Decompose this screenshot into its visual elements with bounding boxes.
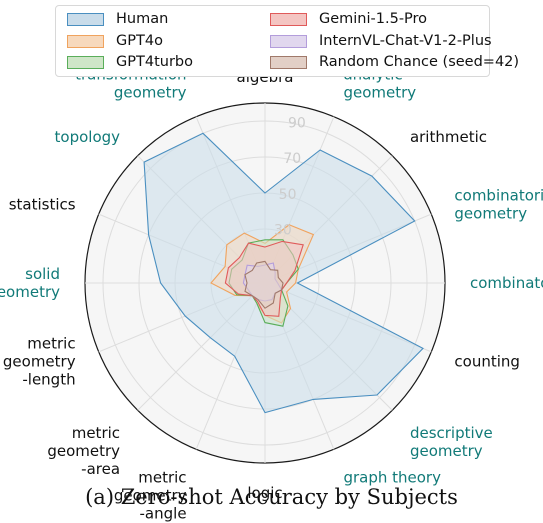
radial-tick-label: 50 [279, 187, 297, 203]
legend-label: Gemini-1.5-Pro [319, 11, 428, 27]
legend-item: Gemini-1.5-Pro [270, 11, 427, 27]
legend-swatch [67, 55, 104, 69]
radar-series [143, 132, 424, 414]
axis-label: solidgeometry [0, 265, 60, 301]
legend-item: InternVL-Chat-V1-2-Plus [270, 33, 492, 49]
legend-item: Human [67, 11, 168, 27]
axis-label: descriptive geometry [410, 424, 493, 460]
radial-tick-label: 30 [274, 222, 292, 238]
legend-item: GPT4turbo [67, 54, 193, 70]
axis-label: metric geometry -length [3, 334, 76, 388]
axis-label: combinatorialgeometry [454, 187, 543, 223]
legend-swatch [67, 12, 104, 26]
legend-label: GPT4turbo [116, 54, 193, 70]
legend-item: Random Chance (seed=42) [270, 54, 519, 70]
figure-caption: (a) Zero-shot Accuracy by Subjects [85, 485, 458, 509]
legend-swatch [270, 12, 307, 26]
legend: Human GPT4o GPT4turbo Gemini-1.5-Pro InternV… [55, 5, 519, 77]
axis-label: metric geometry -angle [114, 468, 187, 522]
axis-label: counting [454, 352, 520, 370]
axis-label: graph theory [343, 468, 441, 486]
axis-label: metric geometry -area [47, 424, 120, 478]
series-random-chance-seed-42- [244, 260, 284, 309]
legend-label: GPT4o [116, 33, 163, 49]
legend-swatch [67, 34, 104, 48]
axis-label: combinatorics [470, 274, 543, 292]
radial-tick-label: 90 [288, 115, 306, 131]
legend-label: Human [116, 11, 169, 27]
radial-tick-labels: 30 50 70 90 [274, 115, 306, 238]
axis-label: arithmetic [410, 128, 487, 146]
axis-label: logic [247, 484, 282, 502]
legend-label: Random Chance (seed=42) [319, 54, 520, 70]
legend-item: GPT4o [67, 33, 163, 49]
axis-label: topology [55, 128, 121, 146]
radial-tick-label: 70 [283, 151, 301, 167]
legend-swatch [270, 34, 307, 48]
legend-swatch [270, 55, 307, 69]
axis-label: statistics [9, 196, 76, 214]
legend-label: InternVL-Chat-V1-2-Plus [319, 33, 492, 49]
